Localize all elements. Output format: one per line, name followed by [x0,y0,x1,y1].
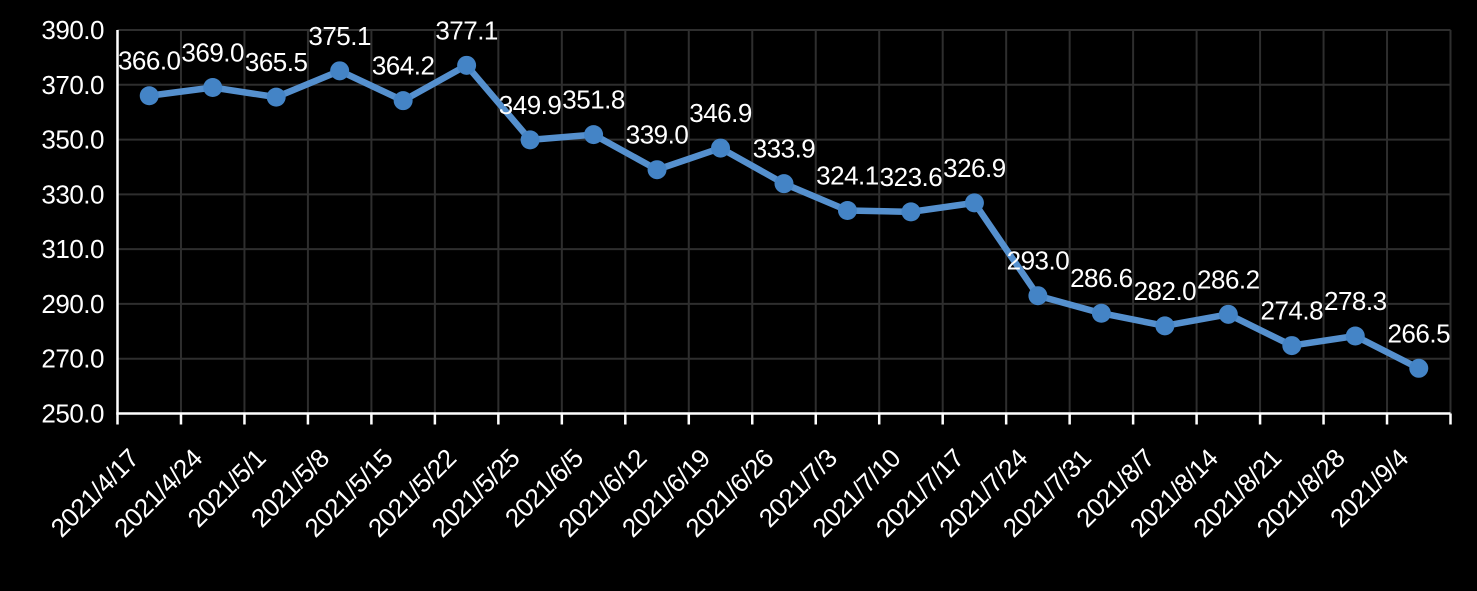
data-point-marker [457,55,477,75]
data-point-marker [1345,326,1365,346]
data-point-marker [1282,336,1302,356]
y-tick-label: 370.0 [41,70,104,100]
data-point-marker [203,78,223,98]
data-point-marker [1028,286,1048,306]
data-label: 339.0 [626,120,689,150]
data-label: 286.2 [1197,264,1260,294]
data-label: 323.6 [880,162,943,192]
data-point-marker [393,91,413,111]
data-label: 274.8 [1261,296,1324,326]
data-label: 369.0 [181,38,244,68]
y-tick-label: 270.0 [41,344,104,374]
data-label: 349.9 [499,90,562,120]
y-tick-label: 350.0 [41,125,104,155]
data-label: 364.2 [372,51,435,81]
data-point-marker [266,87,286,107]
data-point-marker [647,160,667,180]
data-point-marker [711,138,731,158]
data-point-marker [1218,304,1238,324]
data-point-marker [1091,303,1111,323]
y-tick-label: 390.0 [41,15,104,45]
data-point-marker [964,193,984,213]
data-label: 293.0 [1007,246,1070,276]
data-point-marker [774,174,794,194]
data-label: 286.6 [1070,263,1133,293]
data-point-marker [330,61,350,81]
y-tick-label: 250.0 [41,399,104,429]
data-label: 282.0 [1134,276,1197,306]
data-label: 365.5 [245,47,308,77]
data-label: 266.5 [1387,318,1450,348]
data-point-marker [584,125,604,145]
data-label: 326.9 [943,153,1006,183]
data-label: 351.8 [562,85,625,115]
y-tick-label: 290.0 [41,289,104,319]
y-tick-label: 330.0 [41,179,104,209]
data-point-marker [901,202,921,222]
data-label: 333.9 [753,134,816,164]
data-point-marker [837,201,857,221]
data-label: 375.1 [308,21,371,51]
y-tick-label: 310.0 [41,234,104,264]
data-point-marker [1155,316,1175,336]
data-label: 366.0 [118,46,181,76]
data-label: 278.3 [1324,286,1387,316]
data-label: 377.1 [435,15,498,45]
data-label: 324.1 [816,161,879,191]
data-point-marker [1409,358,1429,378]
data-label: 346.9 [689,98,752,128]
data-point-marker [520,130,540,150]
data-point-marker [139,86,159,106]
